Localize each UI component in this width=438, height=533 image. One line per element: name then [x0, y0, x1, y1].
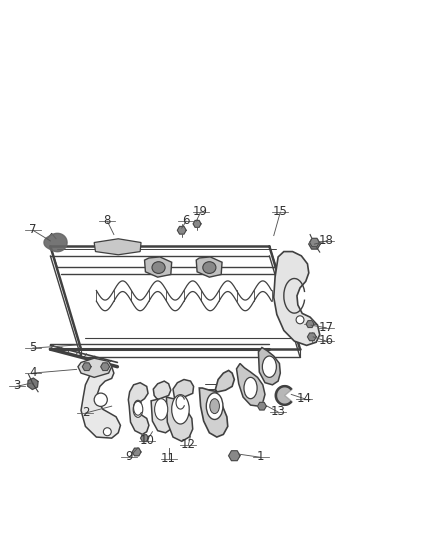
- Polygon shape: [307, 333, 316, 341]
- Polygon shape: [28, 378, 38, 390]
- Ellipse shape: [103, 427, 111, 436]
- Polygon shape: [78, 358, 112, 377]
- Ellipse shape: [262, 356, 276, 377]
- Text: 4: 4: [29, 366, 37, 379]
- Ellipse shape: [172, 394, 189, 424]
- Text: 17: 17: [319, 321, 334, 334]
- Polygon shape: [196, 257, 222, 277]
- Ellipse shape: [133, 401, 143, 417]
- Polygon shape: [132, 448, 141, 456]
- Polygon shape: [166, 379, 194, 441]
- Polygon shape: [177, 227, 186, 234]
- Text: 14: 14: [297, 392, 312, 405]
- Polygon shape: [82, 363, 91, 370]
- Text: 19: 19: [193, 205, 208, 218]
- Polygon shape: [81, 364, 120, 438]
- Text: 5: 5: [29, 341, 36, 354]
- Polygon shape: [141, 435, 148, 441]
- Text: 7: 7: [29, 223, 37, 236]
- Ellipse shape: [244, 377, 257, 399]
- Polygon shape: [275, 386, 292, 405]
- Text: 18: 18: [319, 234, 334, 247]
- Text: 11: 11: [161, 453, 176, 465]
- Text: 6: 6: [182, 214, 190, 227]
- Ellipse shape: [210, 399, 219, 414]
- Polygon shape: [128, 383, 149, 434]
- Ellipse shape: [152, 262, 165, 273]
- Ellipse shape: [206, 393, 223, 419]
- Ellipse shape: [102, 364, 109, 370]
- Polygon shape: [306, 321, 314, 327]
- Ellipse shape: [203, 262, 216, 273]
- Ellipse shape: [94, 393, 107, 406]
- Text: 15: 15: [273, 205, 288, 218]
- Ellipse shape: [296, 316, 304, 324]
- Ellipse shape: [155, 399, 168, 420]
- Text: 3: 3: [13, 379, 20, 392]
- Text: 13: 13: [271, 405, 286, 418]
- Polygon shape: [237, 364, 265, 406]
- Polygon shape: [258, 402, 266, 410]
- Polygon shape: [309, 239, 320, 249]
- Polygon shape: [145, 257, 172, 277]
- Polygon shape: [94, 239, 141, 255]
- Polygon shape: [151, 381, 173, 433]
- Polygon shape: [258, 348, 280, 385]
- Polygon shape: [274, 252, 320, 345]
- Text: 12: 12: [181, 438, 196, 451]
- Polygon shape: [199, 370, 234, 437]
- Polygon shape: [193, 221, 201, 227]
- Text: 2: 2: [81, 406, 89, 419]
- Text: 1: 1: [257, 450, 265, 463]
- Polygon shape: [229, 451, 240, 461]
- Text: 9: 9: [125, 450, 133, 463]
- Polygon shape: [101, 363, 110, 370]
- Text: 10: 10: [139, 434, 154, 447]
- Polygon shape: [310, 238, 319, 247]
- Text: 16: 16: [319, 334, 334, 347]
- Text: 8: 8: [104, 214, 111, 227]
- Polygon shape: [44, 233, 67, 252]
- Ellipse shape: [83, 364, 90, 370]
